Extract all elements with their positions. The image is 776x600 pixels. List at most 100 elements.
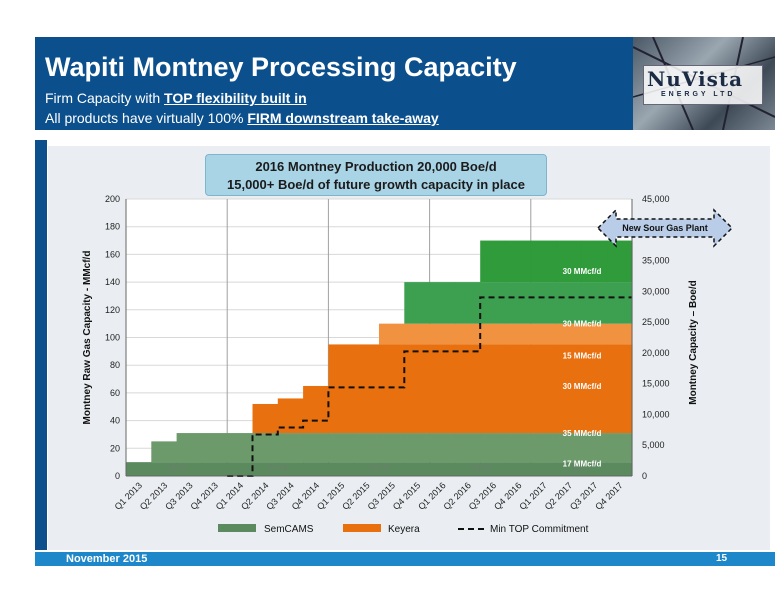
area-layer-1-q9 <box>353 433 380 463</box>
area-layer-2-q8 <box>328 344 355 434</box>
area-layer-5-q14 <box>480 240 507 283</box>
area-layer-0-q6 <box>277 462 304 476</box>
legend-label-keyera: Keyera <box>388 524 420 535</box>
y-tick-20: 20 <box>110 443 120 453</box>
y2-tick-6: 30,000 <box>642 286 670 296</box>
year-label-2017: 2017 <box>571 463 591 473</box>
area-layer-1-q14 <box>480 433 507 463</box>
area-layer-0-q12 <box>429 462 456 476</box>
min-top-line <box>227 296 632 477</box>
y-tick-200: 200 <box>105 194 120 204</box>
area-layer-0-q10 <box>379 462 405 476</box>
new-plant-label: New Sour Gas Plant <box>622 223 708 233</box>
area-layer-4-q14 <box>480 282 507 324</box>
y2-axis-label: Montney Capacity – Boe/d <box>688 280 699 404</box>
area-layer-1-q1 <box>151 441 178 463</box>
area-layer-0-q0 <box>126 462 152 476</box>
y-tick-40: 40 <box>110 416 120 426</box>
y2-tick-1: 5,000 <box>642 440 665 450</box>
area-layer-0-q18 <box>581 462 608 476</box>
area-layer-0-q4 <box>227 462 254 476</box>
legend-swatch-semcams <box>218 524 256 532</box>
footer-bar <box>35 552 775 566</box>
area-layer-0-q7 <box>303 462 329 476</box>
area-layer-0-q3 <box>201 462 228 476</box>
area-layer-0-q8 <box>328 462 355 476</box>
y2-tick-3: 15,000 <box>642 379 670 389</box>
logo-plate <box>643 65 763 105</box>
area-layer-2-q12 <box>429 344 456 434</box>
year-label-2014: 2014 <box>268 463 288 473</box>
area-layer-0-q11 <box>404 462 431 476</box>
y-tick-0: 0 <box>115 471 120 481</box>
x-tick-19: Q4 2017 <box>593 480 624 511</box>
area-layer-0-q14 <box>480 462 507 476</box>
area-layer-1-q7 <box>303 433 329 463</box>
area-layer-1-q6 <box>277 433 304 463</box>
area-layer-2-q7 <box>303 385 329 434</box>
area-layer-1-q17 <box>556 433 582 463</box>
area-layer-3-q17 <box>556 323 582 345</box>
area-layer-2-q19 <box>606 344 633 434</box>
y-tick-140: 140 <box>105 277 120 287</box>
area-layer-1-q8 <box>328 433 355 463</box>
area-layer-3-q10 <box>379 323 405 345</box>
y2-tick-5: 25,000 <box>642 317 670 327</box>
area-layer-4-q11 <box>404 282 431 324</box>
area-layer-4-q12 <box>429 282 456 324</box>
y2-tick-0: 0 <box>642 471 647 481</box>
area-layer-1-q2 <box>176 433 203 463</box>
area-layer-1-q12 <box>429 433 456 463</box>
area-layer-5-q16 <box>530 240 557 283</box>
logo-text: NuVista <box>647 67 744 91</box>
area-layer-0-q16 <box>530 462 557 476</box>
capacity-label-3: 15 MMcf/d <box>563 352 602 361</box>
area-layer-2-q10 <box>379 344 405 434</box>
page-title: Wapiti Montney Processing Capacity <box>45 52 517 82</box>
logo-subtext: ENERGY LTD <box>661 91 736 98</box>
area-layer-4-q15 <box>505 282 532 324</box>
area-layer-3-q18 <box>581 323 608 345</box>
capacity-label-4: 30 MMcf/d <box>563 320 602 329</box>
capacity-label-5: 30 MMcf/d <box>563 267 602 276</box>
area-layer-1-q15 <box>505 433 532 463</box>
area-layer-5-q17 <box>556 240 582 283</box>
area-layer-5-q18 <box>581 240 608 283</box>
page-number: 15 <box>716 553 728 564</box>
area-layer-0-q19 <box>606 462 633 476</box>
area-layer-1-q10 <box>379 433 405 463</box>
year-label-2013: 2013 <box>167 463 187 473</box>
area-layer-3-q19 <box>606 323 633 345</box>
area-layer-3-q15 <box>505 323 532 345</box>
capacity-label-2: 30 MMcf/d <box>563 382 602 391</box>
area-layer-0-q15 <box>505 462 532 476</box>
y2-tick-7: 35,000 <box>642 256 670 266</box>
area-layer-2-q14 <box>480 344 507 434</box>
area-layer-1-q19 <box>606 433 633 463</box>
area-layer-5-q19 <box>606 240 633 283</box>
new-plant-arrow <box>596 208 734 248</box>
year-label-2015: 2015 <box>369 463 389 473</box>
legend-swatch-keyera <box>343 524 381 532</box>
area-layer-3-q13 <box>454 323 481 345</box>
area-layer-4-q17 <box>556 282 582 324</box>
area-layer-1-q11 <box>404 433 431 463</box>
callout-line-2: 15,000+ Boe/d of future growth capacity … <box>227 177 525 192</box>
legend-label-semcams: SemCAMS <box>264 524 314 535</box>
subtitle-2: All products have virtually 100% FIRM do… <box>45 110 439 126</box>
production-callout: 2016 Montney Production 20,000 Boe/d 15,… <box>205 154 547 196</box>
area-layer-2-q15 <box>505 344 532 434</box>
area-layer-0-q2 <box>176 462 203 476</box>
year-label-2016: 2016 <box>470 463 490 473</box>
area-layer-2-q9 <box>353 344 380 434</box>
y-tick-160: 160 <box>105 249 120 259</box>
callout-line-1: 2016 Montney Production 20,000 Boe/d <box>255 159 497 174</box>
area-layer-5-q15 <box>505 240 532 283</box>
y2-tick-2: 10,000 <box>642 409 670 419</box>
legend-label-min-top: Min TOP Commitment <box>490 524 589 535</box>
area-layer-2-q17 <box>556 344 582 434</box>
area-layer-0-q17 <box>556 462 582 476</box>
area-layer-2-q5 <box>252 403 279 434</box>
y2-tick-4: 20,000 <box>642 348 670 358</box>
capacity-label-0: 17 MMcf/d <box>563 460 602 469</box>
